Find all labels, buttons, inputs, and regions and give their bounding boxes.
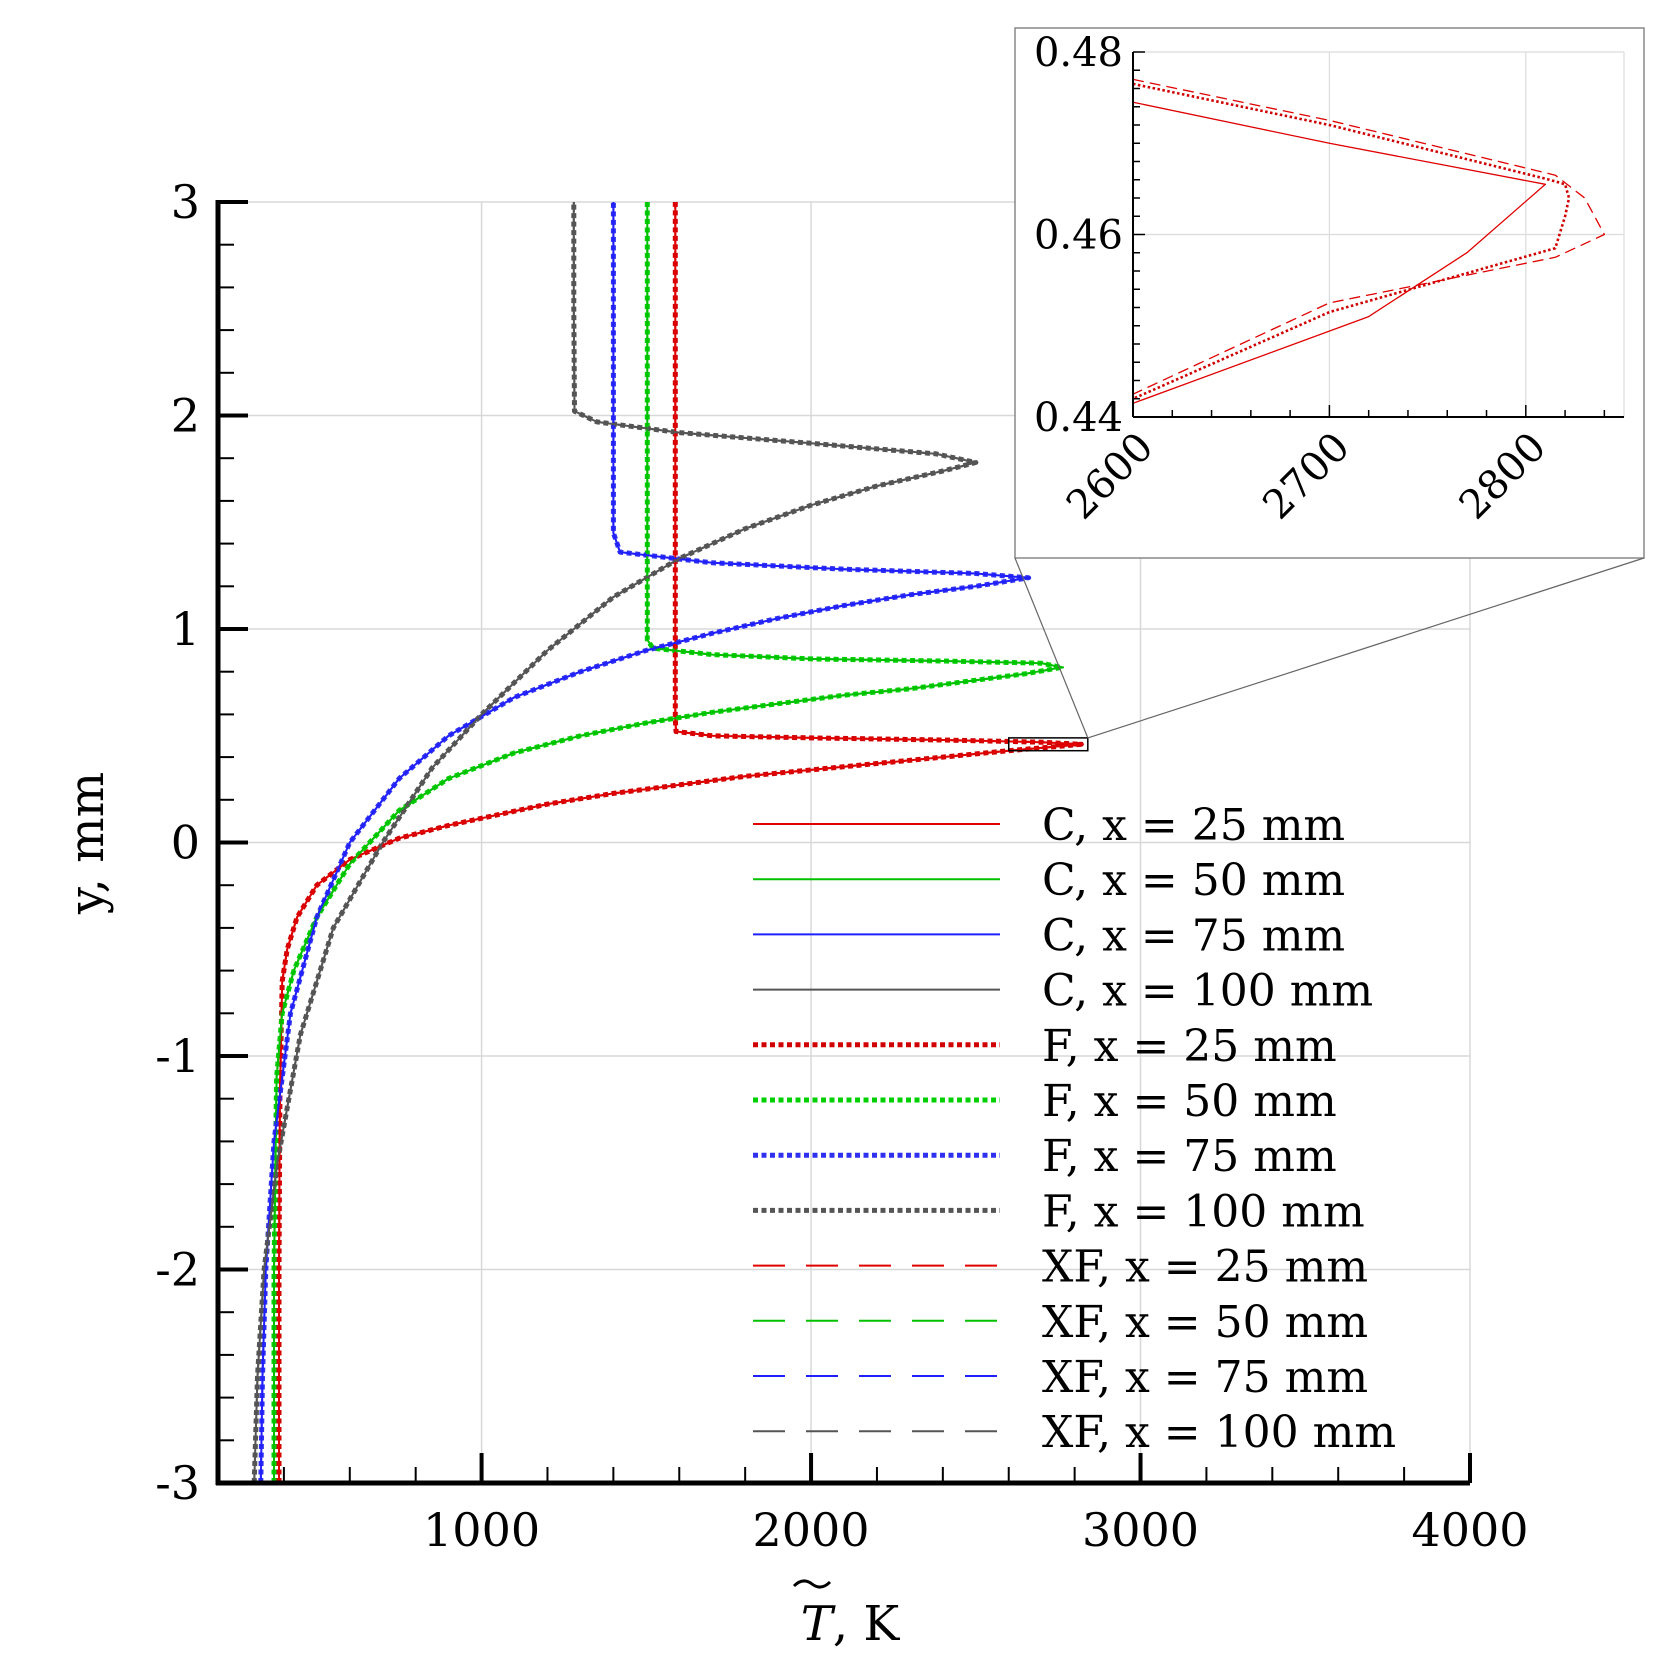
- y-tick-label: -3: [155, 1456, 200, 1510]
- legend-label: F, x = 75 mm: [1042, 1131, 1337, 1182]
- y-tick-label: 2: [171, 389, 200, 443]
- inset-y-tick-label: 0.44: [1034, 395, 1123, 441]
- legend-label: C, x = 50 mm: [1042, 855, 1345, 906]
- inset-series-line-2: [1132, 78, 1606, 395]
- x-axis-label: T, K: [801, 1596, 901, 1652]
- inset-callout-lines: [1014, 557, 1645, 739]
- legend-label: F, x = 100 mm: [1042, 1186, 1365, 1237]
- x-tick-label: 1000: [423, 1503, 540, 1557]
- legend-label: C, x = 75 mm: [1042, 910, 1345, 961]
- series-line-c-2: [259, 202, 1030, 1484]
- legend-label: XF, x = 75 mm: [1042, 1352, 1368, 1403]
- x-axis-unit: , K: [833, 1596, 901, 1652]
- inset-series-line-0: [1132, 101, 1547, 404]
- x-axis-tilde: [792, 1579, 832, 1589]
- x-tick-label: 4000: [1411, 1503, 1528, 1557]
- series-line-c-0: [278, 202, 1083, 1483]
- series-line-c-3: [253, 202, 977, 1484]
- callout-line: [1014, 557, 1089, 739]
- main-ticks: -3 -2 -1 0 1 2 3 1000 2000 3000 4000: [155, 175, 1528, 1557]
- x-axis-symbol: T: [801, 1596, 836, 1652]
- legend-label: XF, x = 100 mm: [1042, 1407, 1396, 1458]
- y-tick-label: 3: [171, 175, 200, 229]
- x-tick-label: 3000: [1082, 1503, 1199, 1557]
- inset-series-line-1: [1132, 82, 1571, 400]
- y-tick-label: -2: [155, 1243, 200, 1297]
- main-plot: -3 -2 -1 0 1 2 3 1000 2000 3000 4000 y, mm T, K C,…: [59, 175, 1529, 1652]
- legend-label: F, x = 50 mm: [1042, 1076, 1337, 1127]
- main-series: [251, 202, 1084, 1484]
- y-tick-label: -1: [155, 1029, 200, 1083]
- y-tick-label: 0: [171, 816, 200, 870]
- legend-label: C, x = 100 mm: [1042, 966, 1373, 1017]
- series-line-c-1: [273, 202, 1063, 1483]
- y-axis-label: y, mm: [59, 772, 115, 915]
- y-tick-label: 1: [171, 602, 200, 656]
- inset-series: [1132, 78, 1606, 404]
- legend-label: XF, x = 25 mm: [1042, 1242, 1368, 1293]
- legend-label: XF, x = 50 mm: [1042, 1297, 1368, 1348]
- legend-label: C, x = 25 mm: [1042, 800, 1345, 851]
- inset-y-tick-label: 0.48: [1034, 30, 1123, 76]
- x-tick-label: 2000: [753, 1503, 870, 1557]
- inset-y-tick-label: 0.46: [1034, 213, 1123, 259]
- legend-label: F, x = 25 mm: [1042, 1021, 1337, 1072]
- zoom-region-box: [1007, 737, 1089, 752]
- callout-line: [1087, 557, 1645, 739]
- legend: C, x = 25 mmC, x = 50 mmC, x = 75 mmC, x…: [753, 800, 1396, 1458]
